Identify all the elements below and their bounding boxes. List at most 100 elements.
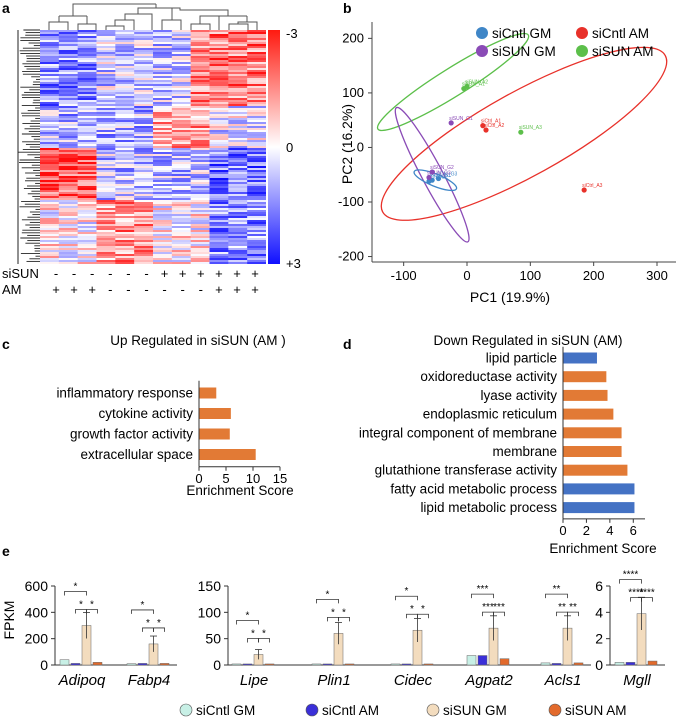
heatmap-cell <box>190 86 210 89</box>
fpkm-legend: siCntl GM siCntl AM siSUN GM siSUN AM <box>179 703 627 718</box>
heatmap-cell <box>77 148 97 151</box>
heatmap-cell <box>171 54 191 57</box>
heatmap-cell <box>58 134 78 137</box>
heatmap-cell <box>153 254 173 257</box>
pca-ellipses <box>376 32 668 243</box>
pca-point <box>448 120 454 126</box>
heatmap-cell <box>228 200 248 203</box>
heatmap-cell <box>115 82 135 85</box>
heatmap-cell <box>115 62 135 65</box>
heatmap-cell <box>40 184 60 187</box>
heatmap-cell <box>58 160 78 163</box>
heatmap-cell <box>115 138 135 141</box>
bar <box>199 449 256 460</box>
heatmap-cell <box>134 202 154 205</box>
heatmap-cell <box>190 210 210 213</box>
confidence-ellipse <box>380 46 668 221</box>
heatmap-cell <box>58 106 78 109</box>
heatmap-cell <box>58 94 78 97</box>
heatmap-cell <box>228 128 248 131</box>
heatmap-cell <box>247 46 266 49</box>
fpkm-legend-label: siSUN GM <box>443 703 507 718</box>
heatmap-cell <box>153 258 173 261</box>
heatmap-cell <box>171 52 191 55</box>
heatmap-cell <box>153 162 173 165</box>
heatmap-cell <box>171 260 191 263</box>
heatmap-cell <box>40 224 60 227</box>
heatmap-cell <box>40 106 60 109</box>
heatmap-cell <box>247 252 266 255</box>
heatmap-cell <box>153 58 173 61</box>
heatmap-cell <box>209 54 229 57</box>
heatmap-cell <box>247 202 266 205</box>
heatmap-cell <box>77 56 97 59</box>
significance-bracket <box>338 617 350 622</box>
significance-marker: * <box>326 589 330 600</box>
bar <box>563 464 628 476</box>
heatmap-cell <box>247 118 266 121</box>
fpkm-bar <box>551 663 562 666</box>
heatmap-cell <box>228 92 248 95</box>
heatmap-cell <box>153 66 173 69</box>
heatmap-cell <box>40 120 60 123</box>
heatmap-cell <box>190 34 210 37</box>
heatmap-cell <box>247 104 266 107</box>
fpkm-y-tick-label: 2 <box>595 631 603 647</box>
heatmap-cell <box>190 72 210 75</box>
heatmap-cell <box>96 192 116 195</box>
heatmap-cell <box>171 172 191 175</box>
heatmap-cell <box>228 58 248 61</box>
heatmap-cell <box>115 58 135 61</box>
fpkm-y-tick-label: 100 <box>198 604 222 620</box>
heatmap-cell <box>77 216 97 219</box>
heatmap-cell <box>58 84 78 87</box>
heatmap-cell <box>115 78 135 81</box>
heatmap-cell <box>247 50 266 53</box>
heatmap-cell <box>153 126 173 129</box>
heatmap-cell <box>190 100 210 103</box>
pca-point <box>435 175 442 182</box>
heatmap-cell <box>171 164 191 167</box>
heatmap-cell <box>96 206 116 209</box>
heatmap-cell <box>134 192 154 195</box>
heatmap-cell <box>115 42 135 45</box>
heatmap-cell <box>209 122 229 125</box>
heatmap-cell <box>153 202 173 205</box>
heatmap-cell <box>153 96 173 99</box>
heatmap-cell <box>209 70 229 73</box>
heatmap-cell <box>190 254 210 257</box>
heatmap-cell <box>58 180 78 183</box>
heatmap-cell <box>134 162 154 165</box>
heatmap-cell <box>58 204 78 207</box>
heatmap-cell <box>58 122 78 125</box>
pca-x-tick-label: 300 <box>646 268 668 283</box>
heatmap-cell <box>190 130 210 133</box>
heatmap-cell <box>40 198 60 201</box>
heatmap-cell <box>77 144 97 147</box>
heatmap-cell <box>171 238 191 241</box>
heatmap-cell <box>58 86 78 89</box>
heatmap-cell <box>171 124 191 127</box>
heatmap-cell <box>134 130 154 133</box>
heatmap-cell <box>209 208 229 211</box>
heatmap-cell <box>228 38 248 41</box>
heatmap-cell <box>77 252 97 255</box>
heatmap-cell <box>40 218 60 221</box>
annotation-value: - <box>108 266 112 281</box>
significance-marker: * <box>421 604 425 615</box>
heatmap-cell <box>115 194 135 197</box>
heatmap-panel: -3 0 +3 siSUN - - - - - - + + + + + +AM + + + - - - - - - + + + <box>2 3 301 297</box>
heatmap-cell <box>96 88 116 91</box>
pca-y-tick-label: 200 <box>342 30 364 45</box>
heatmap-cell <box>134 258 154 261</box>
heatmap-cell <box>209 204 229 207</box>
heatmap-cell <box>171 102 191 105</box>
heatmap-cell <box>190 142 210 145</box>
significance-bracket <box>493 611 505 617</box>
heatmap-cell <box>134 170 154 173</box>
heatmap-cell <box>247 136 266 139</box>
heatmap-cell <box>247 106 266 109</box>
up-title: Up Regulated in siSUN (AM ) <box>110 333 286 348</box>
heatmap-cell <box>96 204 116 207</box>
